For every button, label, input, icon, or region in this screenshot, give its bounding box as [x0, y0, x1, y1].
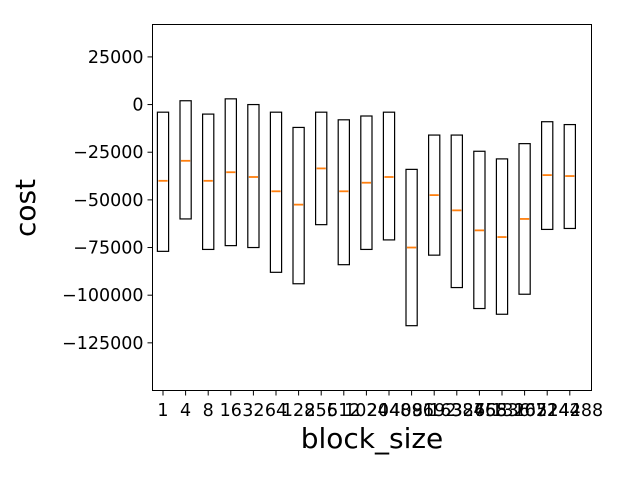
box-4: [179, 100, 192, 220]
y-tick-label: 25000: [88, 48, 144, 68]
x-tick-label: 16384: [429, 401, 485, 421]
x-tick-label: 262144: [514, 401, 581, 421]
box-262144: [540, 121, 554, 231]
y-tick-label: 0: [132, 96, 143, 116]
x-tick-label: 2048: [367, 401, 412, 421]
x-tick-label: 512: [327, 401, 360, 421]
box-65536: [495, 158, 509, 315]
x-tick-label: 8192: [412, 401, 457, 421]
y-tick-label: −50000: [73, 191, 143, 211]
box-8: [202, 113, 215, 251]
x-tick-label: 4096: [389, 401, 434, 421]
x-tick-label: 16: [220, 401, 242, 421]
box-128: [292, 126, 305, 285]
x-tick-label: 256: [304, 401, 337, 421]
box-series: [156, 98, 577, 327]
box-512: [337, 119, 351, 266]
x-tick-label: 1: [157, 401, 168, 421]
box-8192: [428, 134, 441, 256]
x-tick-label: 8: [203, 401, 214, 421]
y-tick-label: −125000: [62, 334, 143, 354]
y-tick-label: −25000: [73, 143, 143, 163]
x-tick-label: 524288: [536, 401, 603, 421]
y-tick-label: −75000: [73, 239, 143, 259]
y-tick-label: −100000: [62, 286, 143, 306]
x-tick-label: 131072: [491, 401, 558, 421]
box-32768: [473, 150, 486, 310]
box-64: [269, 111, 283, 273]
x-tick-label: 32: [242, 401, 264, 421]
box-524288: [563, 123, 577, 230]
x-tick-label: 64: [265, 401, 287, 421]
x-tick-label: 32768: [452, 401, 508, 421]
box-2048: [382, 111, 396, 241]
y-axis-ticks: 25000 0 −25000 −50000 −75000 −100000 −125000: [62, 48, 153, 354]
box-1: [156, 111, 170, 252]
x-tick-label: 4: [180, 401, 191, 421]
box-1024: [360, 115, 373, 251]
box-32: [247, 103, 260, 249]
x-tick-label: 1024: [344, 401, 389, 421]
plot-frame: [152, 24, 592, 391]
box-16: [224, 98, 237, 247]
y-axis-label: cost: [9, 179, 42, 237]
x-axis-ticks: 1 4 8 16 32 641282565121024204840968192163843…: [157, 390, 603, 421]
x-tick-label: 65536: [474, 401, 530, 421]
box-131072: [518, 143, 531, 295]
box-4096: [405, 168, 418, 327]
box-16384: [450, 134, 464, 289]
x-axis-label: block_size: [301, 422, 444, 455]
x-tick-label: 128: [282, 401, 315, 421]
box-256: [315, 111, 328, 226]
